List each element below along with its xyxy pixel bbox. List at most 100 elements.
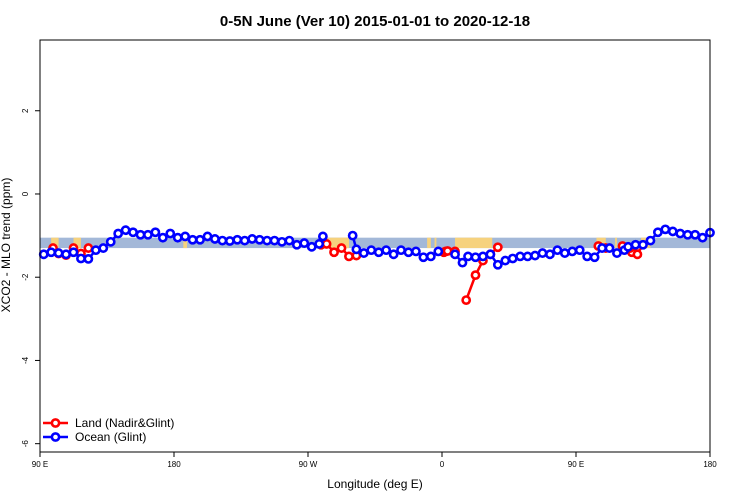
series-1-point-1-9 [411,246,421,257]
series-1-point-2-18 [582,251,593,262]
series-1-point-0-33 [284,235,295,246]
legend-marker-0 [50,418,61,428]
series-1-point-2-15 [559,248,570,258]
chart-title: 0-5N June (Ver 10) 2015-01-01 to 2020-12… [220,13,530,30]
series-1-point-0-19 [180,231,191,242]
series-1-point-1-10 [418,252,429,263]
land-band-3 [427,237,431,249]
series-1-point-0-8 [98,243,109,253]
series-1-point-2-14 [552,245,563,256]
series-1-point-0-9 [105,236,116,247]
series-1-point-0-38 [317,231,328,242]
series-1-point-0-2 [53,248,64,258]
series-1-point-2-16 [567,246,578,257]
series-1-point-2-29 [660,224,671,235]
y-tick-label-4: -6 [21,440,30,448]
land-band-4 [455,237,493,249]
series-1-point-1-5 [381,245,392,256]
series-1-point-2-22 [612,248,622,258]
series-1-point-2-8 [507,253,518,264]
land-band-1 [73,237,81,249]
series-1-point-0-27 [239,235,250,246]
y-axis-label: XCO2 - MLO trend (ppm) [0,178,13,313]
series-1-point-2-32 [682,229,693,240]
series-1-point-0-12 [128,227,138,238]
series-0-point-8-1 [470,270,481,281]
series-1-point-1-8 [403,247,414,258]
land-band-10 [615,237,617,249]
series-1-point-0-13 [135,229,146,240]
series-1-point-2-6 [492,259,503,270]
series-1-point-0-6 [83,254,94,264]
series-1-point-2-27 [645,235,656,246]
x-axis-label: Longitude (deg E) [327,477,422,491]
series-1-point-0-32 [277,236,287,247]
plot-frame [39,39,711,453]
series-1-point-2-3 [470,252,481,263]
series-1-point-0-25 [224,236,235,246]
series-0-point-1-1 [321,239,332,249]
series-1-point-0-14 [143,229,153,240]
series-1-point-2-28 [652,227,663,238]
legend-label-1: Ocean (Glint) [75,430,146,444]
series-1-point-0-18 [172,232,183,243]
land-band-5 [183,237,188,249]
series-1-point-2-2 [463,251,473,262]
series-1-point-1-4 [373,247,384,258]
series-1-point-0-1 [46,247,57,258]
series-1-point-0-5 [76,253,86,264]
series-0-point-8-4 [492,242,503,253]
series-1-point-0-11 [120,225,131,236]
series-1-point-2-33 [690,229,701,240]
series-1-point-2-26 [638,239,648,250]
series-1-point-2-17 [574,245,585,256]
series-0-point-7-0 [442,246,453,256]
series-1-point-0-28 [247,234,258,244]
series-1-point-2-4 [478,251,488,262]
series-1-point-1-12 [433,246,444,257]
x-tick-label-2: 90 W [299,460,318,469]
x-axis: 90 E 180 90 W 0 90 E 180 [32,452,717,469]
series-1-point-0-4 [68,247,79,258]
series-0-point-1-2 [329,247,339,258]
series-1-point-1-11 [425,251,436,262]
series-1-point-2-1 [457,257,468,268]
series-0-point-4-1 [632,249,643,260]
legend-marker-1 [50,432,61,442]
series-1-point-0-23 [210,234,220,244]
y-tick-label-0: 2 [21,108,30,113]
series-0-point-8-0 [461,295,472,306]
plot-area [38,224,715,306]
series-1-point-1-0 [347,230,358,241]
land-band-2 [321,237,349,249]
series-1-point-0-36 [306,241,317,252]
series-1-point-2-25 [630,239,641,250]
series-1-point-1-1 [351,244,362,255]
series-1-point-2-13 [545,249,555,260]
y-axis: 2 0 -2 -4 -6 [21,108,40,447]
series-1-point-0-17 [165,228,176,239]
series-1-point-1-6 [388,249,399,260]
series-1-point-0-35 [299,238,310,248]
series-1-point-0-21 [195,234,205,245]
series-1-point-2-0 [450,249,460,260]
series-1-point-0-37 [314,239,325,249]
series-1-point-0-15 [150,227,161,238]
series-1-point-0-31 [269,235,280,246]
series-1-point-0-22 [202,231,213,242]
series-1-point-2-30 [667,226,678,237]
series-1-point-0-20 [187,234,198,245]
x-tick-label-4: 90 E [568,460,584,469]
series-1-point-0-10 [113,228,124,239]
series-1-point-0-16 [157,232,168,243]
series-0-point-1-4 [344,251,354,262]
legend: Land (Nadir&Glint)Ocean (Glint) [43,416,174,444]
series-1-point-2-31 [675,228,686,239]
land-band-7 [434,237,437,249]
series-1-point-2-19 [589,252,600,263]
x-tick-label-1: 180 [167,460,181,469]
series-1-point-0-7 [90,245,101,256]
legend-label-0: Land (Nadir&Glint) [75,416,174,430]
series-1-point-2-10 [522,251,533,262]
